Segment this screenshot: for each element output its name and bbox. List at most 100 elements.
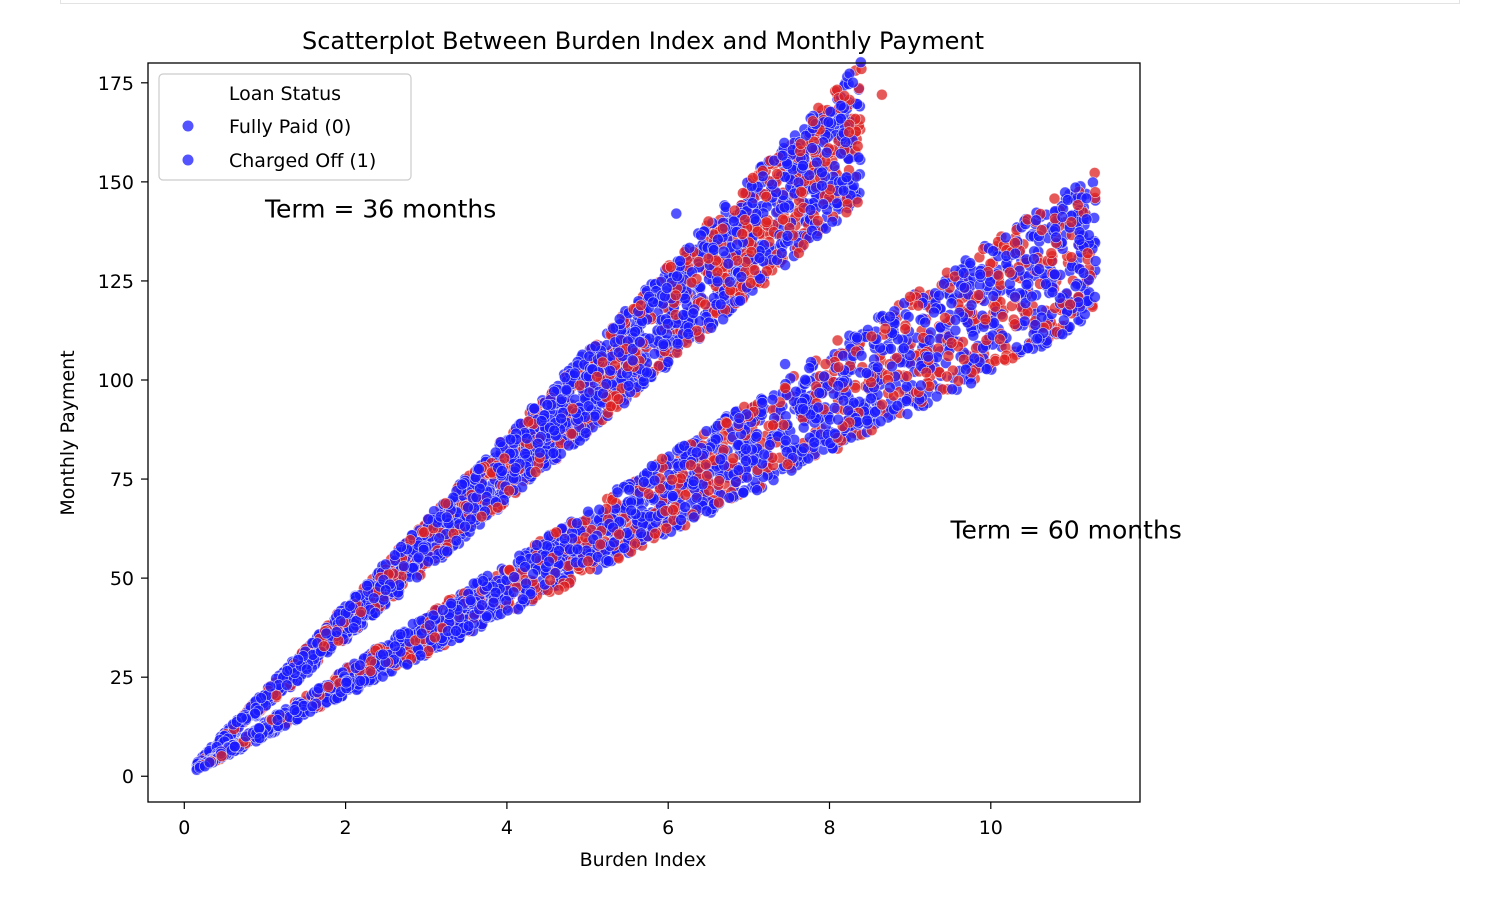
point-fully-paid [1026,290,1038,303]
point-charged-off [439,497,452,510]
point-charged-off [491,501,504,514]
point-fully-paid [818,370,830,383]
point-fully-paid [281,665,294,677]
point-fully-paid [547,447,560,459]
point-charged-off [355,606,367,618]
point-fully-paid [714,453,727,466]
point-charged-off [565,427,578,440]
point-fully-paid [548,424,561,437]
point-fully-paid [740,443,752,455]
point-fully-paid [775,247,788,259]
point-charged-off [806,115,819,127]
point-fully-paid [740,455,752,467]
point-fully-paid [583,386,596,399]
point-fully-paid [661,282,673,294]
point-fully-paid [662,317,674,330]
point-fully-paid [646,460,658,472]
point-fully-paid [571,517,583,530]
point-fully-paid [292,654,304,666]
point-fully-paid [826,215,839,228]
chart-title: Scatterplot Between Burden Index and Mon… [302,27,984,55]
point-charged-off [529,466,542,478]
points-layer [190,56,1102,776]
point-fully-paid [901,408,914,420]
point-fully-paid [600,378,613,390]
point-charged-off [318,640,330,653]
point-fully-paid [723,491,736,504]
point-charged-off [612,552,625,565]
point-fully-paid [850,170,863,183]
point-charged-off [604,400,617,413]
point-fully-paid [915,379,927,392]
point-charged-off [989,300,1002,313]
point-fully-paid [852,151,865,164]
point-charged-off [840,206,853,219]
point-fully-paid [347,622,360,635]
point-fully-paid [300,663,313,676]
point-charged-off [748,264,761,277]
point-fully-paid [412,551,425,564]
point-charged-off [629,537,641,550]
point-fully-paid [897,342,910,355]
point-fully-paid [541,399,554,411]
point-fully-paid [597,387,609,400]
point-fully-paid [837,394,850,407]
point-fully-paid [799,373,811,386]
point-charged-off [664,261,677,273]
point-fully-paid [737,486,750,499]
point-charged-off [503,484,515,497]
point-fully-paid [756,170,769,183]
point-charged-off [712,496,725,509]
point-fully-paid [579,427,592,439]
point-fully-paid [361,579,373,592]
point-fully-paid [731,238,743,251]
point-fully-paid [723,275,736,288]
point-fully-paid [945,297,958,310]
point-fully-paid [923,334,936,346]
point-fully-paid [559,371,571,384]
point-fully-paid [500,595,513,607]
point-charged-off [692,255,705,268]
point-fully-paid [334,615,347,628]
point-fully-paid [730,476,742,488]
point-fully-paid [714,298,727,311]
point-fully-paid [541,540,553,552]
point-fully-paid [822,116,835,128]
point-fully-paid [968,352,981,365]
point-fully-paid [504,433,517,446]
point-charged-off [591,370,603,383]
point-charged-off [713,475,725,487]
point-charged-off [739,214,751,226]
point-fully-paid [433,532,446,545]
point-fully-paid [847,76,859,89]
point-charged-off [876,398,888,411]
point-fully-paid [746,197,759,209]
point-charged-off [522,415,535,428]
point-fully-paid [496,465,508,477]
point-fully-paid [1056,328,1069,341]
point-fully-paid [808,436,821,449]
point-fully-paid [528,402,541,415]
point-fully-paid [369,607,382,619]
point-fully-paid [683,242,696,254]
point-fully-paid [622,379,635,392]
point-fully-paid [647,296,659,309]
point-charged-off [498,452,511,465]
point-fully-paid [965,377,977,390]
notebook-output-frame [60,0,1460,4]
point-charged-off [998,353,1011,366]
point-charged-off [679,489,692,501]
point-fully-paid [751,484,763,496]
point-charged-off [838,90,851,102]
point-fully-paid [236,711,248,724]
point-fully-paid [582,505,594,518]
point-fully-paid [840,171,853,184]
point-charged-off [993,333,1006,346]
point-fully-paid [519,447,531,460]
point-fully-paid [797,421,810,434]
point-fully-paid [820,146,833,159]
point-fully-paid [473,482,486,495]
point-fully-paid [607,322,620,335]
point-fully-paid [919,316,931,329]
point-fully-paid [750,430,763,443]
